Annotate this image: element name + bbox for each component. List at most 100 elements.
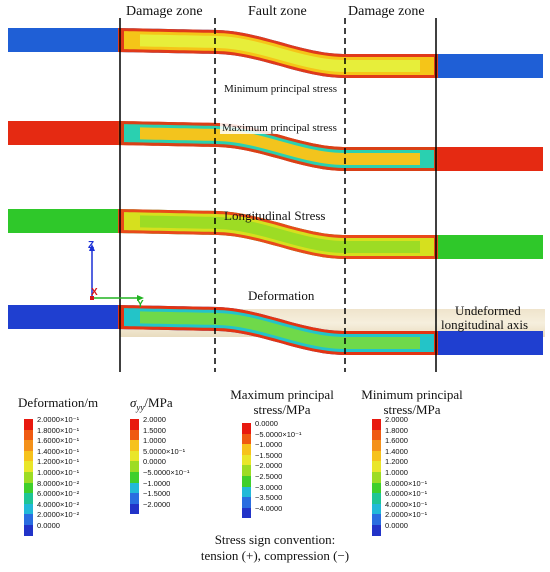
legend-tick-label: −1.5000 bbox=[255, 450, 283, 460]
legend-tick-label: 2.0000×10⁻² bbox=[37, 510, 80, 520]
legend-swatch bbox=[242, 507, 251, 519]
damage-zone-left-label: Damage zone bbox=[126, 4, 203, 19]
pipe-core-region bbox=[140, 215, 420, 253]
legend-tick-label: 0.0000 bbox=[255, 419, 278, 428]
legend-tick-label: 2.0000×10⁻¹ bbox=[385, 510, 428, 520]
legend-tick-label: 0.0000 bbox=[143, 457, 166, 467]
legend-swatch bbox=[242, 475, 251, 487]
legend-swatch bbox=[242, 444, 251, 455]
fault-zone-label: Fault zone bbox=[248, 4, 307, 19]
legend-tick-label: 1.0000×10⁻¹ bbox=[37, 467, 80, 477]
legend-tick-label: 1.4000 bbox=[385, 446, 408, 456]
pipe-3 bbox=[8, 209, 543, 259]
legend-swatch bbox=[372, 450, 381, 462]
legend-swatch bbox=[372, 503, 381, 515]
legend-tick-label: 2.0000×10⁻¹ bbox=[37, 415, 80, 424]
legend-swatch bbox=[372, 440, 381, 451]
legend-swatch bbox=[372, 419, 381, 430]
legend-tick-label: 1.5000 bbox=[143, 425, 166, 435]
legend-swatch bbox=[242, 454, 251, 466]
pipe-core-region bbox=[140, 34, 420, 72]
legend-tick-label: 6.0000×10⁻² bbox=[37, 489, 80, 499]
legend-swatch bbox=[130, 419, 139, 430]
legend-swatch bbox=[372, 429, 381, 441]
legend-swatch bbox=[24, 471, 33, 483]
legend-tick-label: −1.0000 bbox=[143, 478, 171, 488]
damage-zone-right-label: Damage zone bbox=[348, 4, 425, 19]
x-axis-label: X bbox=[91, 287, 98, 298]
legend-swatch bbox=[372, 514, 381, 525]
coordinate-triad bbox=[89, 244, 144, 301]
legend-swatch bbox=[24, 503, 33, 515]
min-principal-stress-label: Minimum principal stress bbox=[222, 83, 340, 95]
legend-swatch bbox=[130, 503, 139, 515]
legend-sigma-yy-title: σyy/MPa bbox=[130, 395, 173, 413]
legend-swatch bbox=[24, 493, 33, 504]
legend-swatch bbox=[130, 450, 139, 462]
legend-swatch bbox=[24, 482, 33, 494]
legend-swatch bbox=[24, 461, 33, 472]
legend-tick-label: −4.0000 bbox=[255, 503, 283, 513]
undeformed-axis-line1: Undeformed bbox=[455, 303, 521, 318]
legend-tick-label: 1.6000 bbox=[385, 436, 408, 446]
legend-swatch bbox=[242, 423, 251, 434]
legend-tick-label: −1.5000 bbox=[143, 489, 171, 499]
legend-swatch bbox=[242, 497, 251, 508]
legend-swatch bbox=[130, 440, 139, 451]
legend-tick-label: 2.0000 bbox=[143, 415, 166, 424]
deformation-label: Deformation bbox=[248, 288, 315, 303]
legend-tick-label: −5.0000×10⁻¹ bbox=[143, 467, 190, 477]
legend-max-principal-title: Maximum principal stress/MPa bbox=[222, 387, 342, 417]
legend-tick-label: 1.0000 bbox=[143, 436, 166, 446]
legend-swatch bbox=[24, 429, 33, 441]
legend-swatch bbox=[242, 433, 251, 445]
pipe-core-region bbox=[140, 127, 420, 165]
legend-tick-label: −2.5000 bbox=[255, 471, 283, 481]
legend-swatch bbox=[130, 471, 139, 483]
legend-swatch bbox=[130, 429, 139, 441]
legend-swatch bbox=[24, 419, 33, 430]
legend-tick-label: −1.0000 bbox=[255, 440, 283, 450]
legend-swatch bbox=[24, 514, 33, 525]
legend-swatch bbox=[242, 465, 251, 476]
legend-tick-label: −3.0000 bbox=[255, 482, 283, 492]
longitudinal-stress-label: Longitudinal Stress bbox=[224, 208, 326, 223]
pipe-2 bbox=[8, 121, 543, 171]
legend-min-principal-title-line1: Minimum principal bbox=[361, 387, 463, 402]
legend-swatch bbox=[372, 461, 381, 472]
undeformed-axis-label: Undeformed longitudinal axis bbox=[441, 303, 528, 332]
legend-tick-label: 1.2000×10⁻¹ bbox=[37, 457, 80, 467]
stress-sign-convention-note: Stress sign convention: tension (+), com… bbox=[0, 532, 550, 564]
legend-max-principal-title-line1: Maximum principal bbox=[230, 387, 334, 402]
legend-tick-label: 8.0000×10⁻¹ bbox=[385, 478, 428, 488]
legend-min-principal-title: Minimum principal stress/MPa bbox=[352, 387, 472, 417]
legend-tick-label: 1.8000 bbox=[385, 425, 408, 435]
legend-tick-label: 0.0000 bbox=[385, 520, 408, 530]
sign-note-line2: tension (+), compression (−) bbox=[200, 548, 350, 563]
legend-swatch bbox=[130, 493, 139, 504]
legend-tick-label: −2.0000 bbox=[143, 499, 171, 509]
pipe-4 bbox=[8, 305, 543, 355]
legend-swatch bbox=[372, 524, 381, 536]
pipe-1 bbox=[8, 28, 543, 78]
legend-tick-label: 5.0000×10⁻¹ bbox=[143, 446, 186, 456]
y-axis-label: Y bbox=[137, 299, 144, 310]
legend-tick-label: 0.0000 bbox=[37, 520, 60, 530]
legend-tick-label: 1.8000×10⁻¹ bbox=[37, 425, 80, 435]
legend-swatch bbox=[242, 486, 251, 498]
legend-max-principal-title-line2: stress/MPa bbox=[253, 402, 311, 417]
legend-tick-label: 4.0000×10⁻¹ bbox=[385, 499, 428, 509]
legend-swatch bbox=[24, 524, 33, 536]
legend-tick-label: 6.0000×10⁻¹ bbox=[385, 489, 428, 499]
legend-tick-label: 1.0000 bbox=[385, 467, 408, 477]
legend-tick-label: 1.2000 bbox=[385, 457, 408, 467]
sign-note-line1: Stress sign convention: bbox=[214, 532, 336, 547]
legend-tick-label: −2.0000 bbox=[255, 461, 283, 471]
legend-tick-label: 4.0000×10⁻² bbox=[37, 499, 80, 509]
legend-swatch bbox=[24, 450, 33, 462]
legend-min-principal-title-line2: stress/MPa bbox=[383, 402, 441, 417]
legend-tick-label: 8.0000×10⁻² bbox=[37, 478, 80, 488]
legend-swatch bbox=[372, 493, 381, 504]
legend-swatch bbox=[130, 482, 139, 494]
